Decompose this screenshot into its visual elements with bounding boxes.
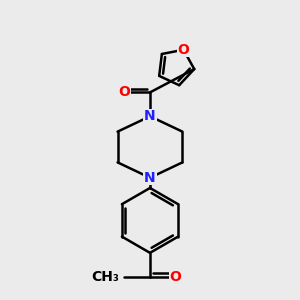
Text: O: O <box>118 85 130 99</box>
Text: N: N <box>144 171 156 185</box>
Text: O: O <box>170 270 182 284</box>
Text: O: O <box>178 43 190 57</box>
Text: CH₃: CH₃ <box>92 270 119 284</box>
Text: N: N <box>144 109 156 123</box>
